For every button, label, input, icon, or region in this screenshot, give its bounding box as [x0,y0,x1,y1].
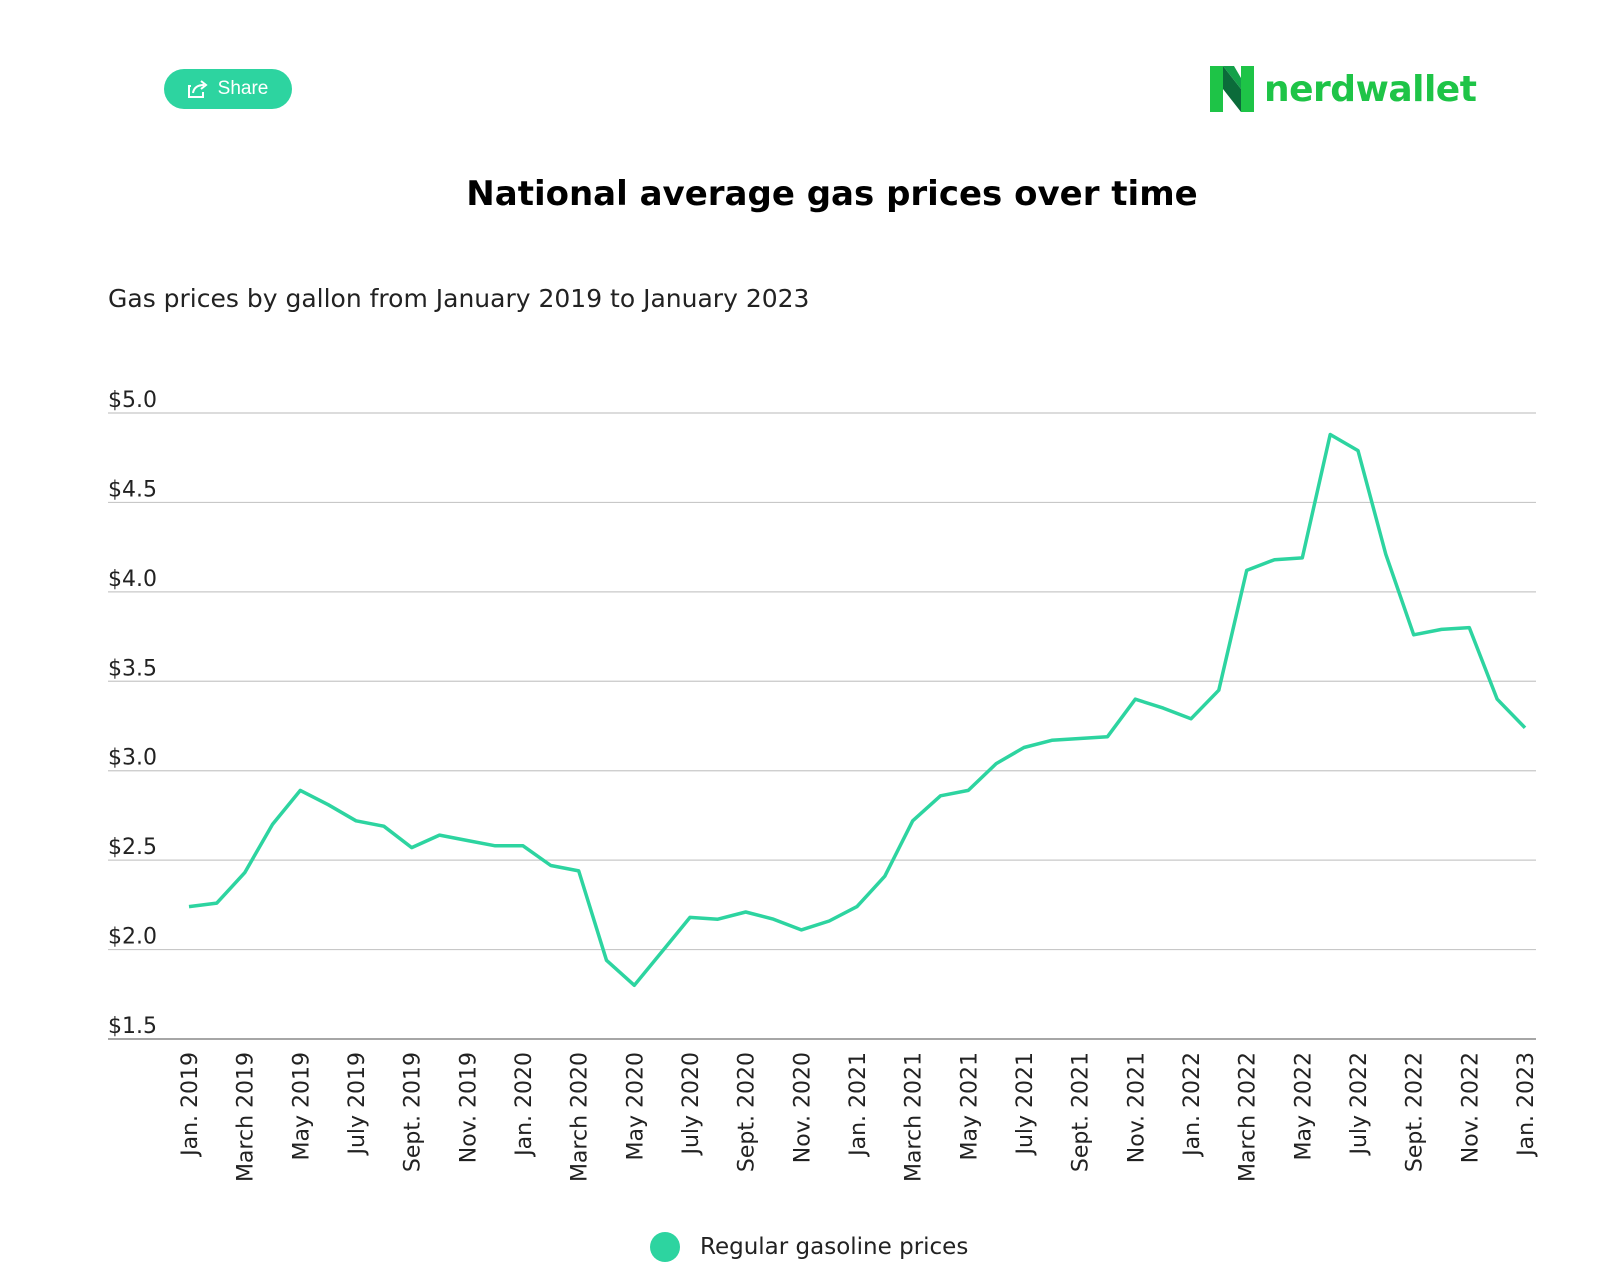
y-tick-label: $4.5 [108,477,157,502]
data-point [743,909,749,915]
data-point [1494,696,1500,702]
data-point [1216,687,1222,693]
data-point [631,982,637,988]
x-tick-label: March 2020 [568,1052,593,1182]
data-point [1021,744,1027,750]
x-tick-label: March 2022 [1236,1052,1261,1182]
chart-subtitle: Gas prices by gallon from January 2019 t… [108,284,810,313]
data-point [242,870,248,876]
x-tick-label: Nov. 2022 [1458,1052,1483,1163]
x-tick-label: Jan. 2023 [1514,1052,1539,1158]
data-point [854,904,860,910]
x-tick-label: Sept. 2019 [401,1052,426,1172]
data-point [437,832,443,838]
data-point [1327,431,1333,437]
data-point [938,793,944,799]
x-tick-label: Sept. 2020 [735,1052,760,1172]
data-point [520,843,526,849]
y-tick-label: $2.5 [108,835,157,860]
data-point [186,904,192,910]
data-point [464,837,470,843]
data-point [1160,705,1166,711]
data-point [381,823,387,829]
x-tick-label: Nov. 2019 [456,1052,481,1163]
x-tick-label: March 2019 [234,1052,259,1182]
share-icon [187,80,208,98]
data-point [214,900,220,906]
x-tick-label: July 2021 [1013,1052,1038,1157]
data-point [715,916,721,922]
data-point [1383,551,1389,557]
x-tick-label: Jan. 2021 [846,1052,871,1158]
x-tick-label: March 2021 [902,1052,927,1182]
x-tick-label: Jan. 2020 [512,1052,537,1158]
data-point [1411,632,1417,638]
data-point [659,948,665,954]
x-tick-label: May 2021 [957,1052,982,1160]
data-point [965,787,971,793]
nerdwallet-logo[interactable]: nerdwallet [1210,66,1477,112]
x-tick-label: Nov. 2021 [1124,1052,1149,1163]
chart-title: National average gas prices over time [466,174,1198,214]
data-point [910,818,916,824]
x-tick-label: Jan. 2022 [1180,1052,1205,1158]
data-point [1299,555,1305,561]
data-point [1272,557,1278,563]
data-point [1439,626,1445,632]
x-tick-label: Sept. 2021 [1069,1052,1094,1172]
x-tick-label: May 2022 [1291,1052,1316,1160]
data-point [409,845,415,851]
data-point [687,914,693,920]
data-point [492,843,498,849]
nerdwallet-n-icon [1210,66,1254,112]
data-point [1077,736,1083,742]
y-tick-label: $5.0 [108,388,157,413]
x-tick-label: July 2019 [345,1052,370,1157]
data-point [1355,448,1361,454]
share-button[interactable]: Share [164,69,292,109]
x-tick-label: July 2022 [1347,1052,1372,1157]
data-point [270,821,276,827]
x-tick-label: July 2020 [679,1052,704,1157]
data-point [1244,567,1250,573]
legend-label: Regular gasoline prices [700,1234,969,1260]
legend-swatch [650,1232,680,1262]
data-point [297,787,303,793]
x-tick-label: May 2019 [289,1052,314,1160]
data-point [1466,625,1472,631]
y-tick-label: $2.0 [108,925,157,950]
x-tick-label: Jan. 2019 [178,1052,203,1158]
data-point [1132,696,1138,702]
logo-text: nerdwallet [1264,68,1477,110]
data-point [604,957,610,963]
data-point [826,918,832,924]
y-tick-label: $3.0 [108,746,157,771]
data-point [325,802,331,808]
data-point [771,916,777,922]
share-label: Share [217,78,269,99]
x-tick-label: Sept. 2022 [1403,1052,1428,1172]
data-point [1188,716,1194,722]
legend: Regular gasoline prices [650,1232,968,1262]
x-tick-label: May 2020 [623,1052,648,1160]
data-point [882,873,888,879]
data-point [798,927,804,933]
y-tick-label: $3.5 [108,656,157,681]
data-point [576,868,582,874]
data-point [993,761,999,767]
series-line-regular-gasoline [188,432,1527,988]
data-point [548,863,554,869]
data-point [1049,737,1055,743]
data-point [1105,734,1111,740]
y-tick-label: $1.5 [108,1014,157,1039]
y-tick-label: $4.0 [108,567,157,592]
data-point [1522,725,1528,731]
x-tick-label: Nov. 2020 [790,1052,815,1163]
data-point [353,818,359,824]
